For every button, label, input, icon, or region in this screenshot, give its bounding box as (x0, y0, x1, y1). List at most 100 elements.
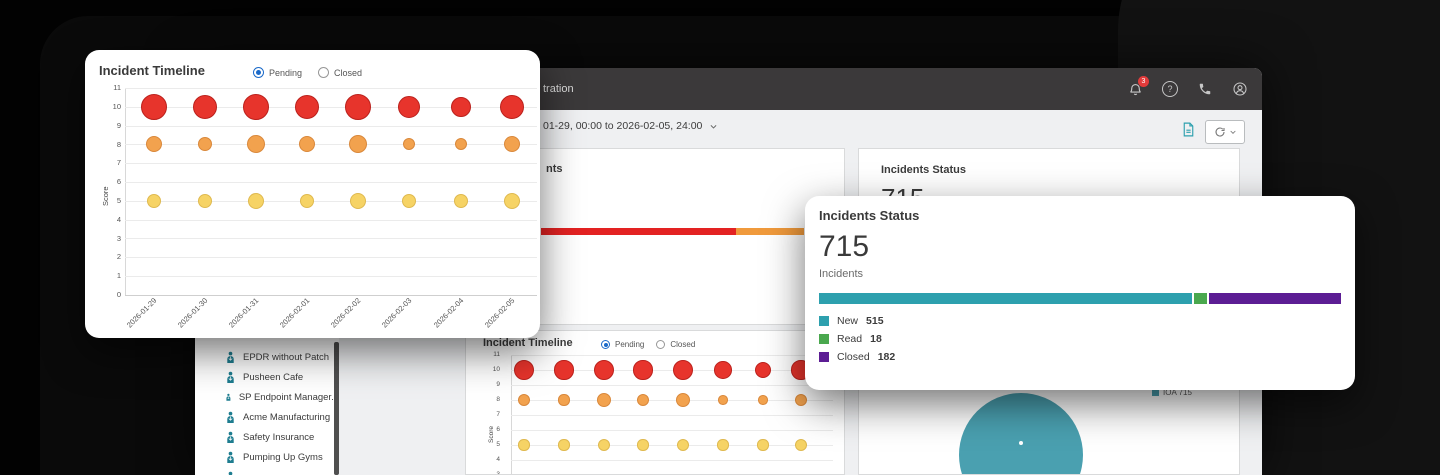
sidebar-item[interactable]: Acme Manufacturing (195, 407, 339, 427)
bubble[interactable] (558, 394, 570, 406)
date-range-selector[interactable]: 01-29, 00:00 to 2026-02-05, 24:00 (543, 120, 718, 132)
gridline (511, 430, 833, 431)
bubble[interactable] (243, 93, 269, 120)
bubble[interactable] (517, 393, 531, 407)
x-tick-label: 2026-02-02 (328, 296, 363, 330)
export-pdf-icon[interactable] (1180, 121, 1197, 143)
bubble[interactable] (454, 193, 468, 208)
bubble[interactable] (198, 193, 212, 208)
bubble[interactable] (141, 93, 167, 120)
legend-row-new: New 515 (819, 312, 895, 330)
bubble[interactable] (300, 193, 314, 208)
sidebar-scrollbar[interactable] (334, 342, 339, 475)
bubble[interactable] (794, 393, 808, 407)
y-tick-label: 3 (496, 470, 500, 475)
bubble[interactable] (295, 94, 319, 119)
bubble[interactable] (636, 393, 650, 407)
bubble[interactable] (554, 360, 574, 380)
new-swatch (819, 316, 829, 326)
phone-icon[interactable] (1197, 81, 1213, 97)
bubble[interactable] (518, 439, 530, 451)
sidebar-item[interactable]: EPDR without Patch (195, 347, 339, 367)
bubble[interactable] (193, 94, 217, 119)
bubble[interactable] (596, 392, 612, 408)
bubble[interactable] (558, 439, 570, 451)
closed-radio-option[interactable]: Closed (656, 340, 695, 349)
y-tick-label: 0 (116, 290, 121, 300)
bubble[interactable] (672, 359, 694, 381)
bubble[interactable] (147, 193, 161, 208)
bubble[interactable] (633, 360, 653, 380)
closed-radio[interactable] (318, 67, 330, 78)
new-label: New (837, 315, 859, 327)
bubble[interactable] (299, 136, 315, 153)
severity-bar-orange-segment[interactable] (736, 228, 804, 235)
bubble[interactable] (675, 392, 691, 408)
y-tick-label: 5 (496, 440, 500, 448)
incidents-status-legend: New 515 Read 18 Closed 182 (819, 312, 895, 366)
bubble[interactable] (757, 439, 769, 451)
incidents-status-stacked-bar[interactable] (819, 293, 1342, 304)
bubble[interactable] (597, 438, 611, 452)
toolbar-actions (1180, 120, 1245, 144)
bubble[interactable] (504, 136, 520, 153)
sidebar-item[interactable]: Safety Insurance (195, 427, 339, 447)
incidents-total-label: Incidents (819, 268, 864, 280)
gridline (511, 445, 833, 446)
bubble[interactable] (637, 439, 649, 451)
gridline (125, 219, 537, 221)
notifications-bell-icon[interactable]: 3 (1127, 76, 1149, 97)
status-bar-segment-closed[interactable] (1209, 293, 1342, 304)
sidebar-item[interactable]: Pusheen Cafe (195, 367, 339, 387)
sidebar-item[interactable] (195, 467, 339, 475)
bubble[interactable] (146, 136, 162, 153)
pending-radio[interactable] (601, 340, 610, 349)
bubble[interactable] (755, 362, 771, 378)
sidebar-item[interactable]: Pumping Up Gyms (195, 447, 339, 467)
bubble[interactable] (513, 359, 535, 381)
bubble[interactable] (676, 438, 690, 452)
managed-user-icon (227, 371, 234, 383)
account-icon[interactable] (1232, 81, 1248, 97)
y-tick-label: 6 (116, 177, 121, 187)
bubble[interactable] (714, 361, 732, 379)
bubble[interactable] (198, 137, 212, 152)
sidebar-item[interactable]: SP Endpoint Manager... (195, 387, 339, 407)
bubble[interactable] (593, 359, 615, 381)
refresh-dropdown-button[interactable] (1205, 120, 1245, 144)
bubble[interactable] (500, 94, 524, 119)
status-bar-segment-read[interactable] (1194, 293, 1208, 304)
bubble[interactable] (350, 192, 366, 209)
closed-radio-option[interactable]: Closed (318, 67, 362, 78)
severity-bar-red-segment[interactable] (541, 228, 736, 235)
bubble[interactable] (451, 96, 471, 117)
help-icon[interactable]: ? (1162, 81, 1178, 97)
managed-user-icon (228, 471, 233, 475)
bubble[interactable] (504, 192, 520, 209)
bubble[interactable] (403, 138, 415, 151)
pending-radio-option[interactable]: Pending (253, 67, 302, 78)
closed-radio[interactable] (656, 340, 666, 349)
pie-chart[interactable] (959, 393, 1083, 474)
pie-legend-swatch (1152, 389, 1159, 396)
bubble[interactable] (248, 192, 264, 209)
status-bar-segment-new[interactable] (819, 293, 1193, 304)
bubble[interactable] (247, 135, 265, 154)
y-axis-title: Score (488, 426, 495, 443)
bubble[interactable] (758, 395, 768, 405)
bubble[interactable] (398, 95, 420, 118)
managed-user-icon (226, 393, 231, 401)
bubble[interactable] (718, 395, 728, 405)
pending-radio[interactable] (253, 67, 264, 78)
bubble[interactable] (402, 193, 416, 208)
read-swatch (819, 334, 829, 344)
pending-radio-option[interactable]: Pending (601, 340, 644, 349)
bubble[interactable] (345, 93, 371, 120)
y-axis-line (125, 88, 126, 295)
bubble[interactable] (349, 135, 367, 154)
bubble[interactable] (717, 439, 729, 451)
bubble[interactable] (794, 438, 808, 452)
sidebar-item-label: Acme Manufacturing (243, 411, 331, 423)
bubble[interactable] (455, 138, 467, 151)
y-tick-label: 11 (493, 350, 500, 358)
